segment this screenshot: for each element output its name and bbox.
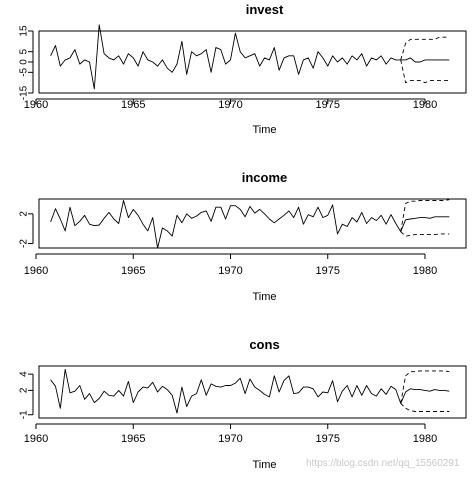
series-line bbox=[50, 368, 450, 414]
series-line bbox=[50, 24, 450, 90]
upper-bound-line bbox=[400, 370, 450, 404]
y-tick-label: -5 bbox=[19, 67, 30, 76]
x-axis-label: Time bbox=[252, 124, 276, 136]
y-tick-label: 0 bbox=[19, 59, 30, 65]
x-tick-label: 1975 bbox=[316, 265, 340, 277]
x-tick-label: 1975 bbox=[316, 433, 340, 445]
chart-title: income bbox=[242, 170, 288, 185]
y-tick-label: 2 bbox=[19, 211, 30, 217]
upper-bound-line bbox=[400, 36, 450, 61]
y-tick-label: 15 bbox=[19, 25, 30, 37]
lower-bound-line bbox=[400, 403, 450, 412]
y-tick-label: -15 bbox=[19, 85, 30, 100]
chart-title: cons bbox=[249, 337, 279, 352]
x-tick-label: 1965 bbox=[121, 433, 145, 445]
watermark: https://blog.csdn.net/qq_15560291 bbox=[306, 458, 460, 469]
plot-frame bbox=[38, 198, 467, 249]
y-tick-label: 5 bbox=[19, 48, 30, 54]
chart-title: invest bbox=[246, 2, 284, 17]
x-tick-label: 1980 bbox=[413, 99, 437, 111]
x-tick-label: 1965 bbox=[121, 265, 145, 277]
y-tick-label: -1 bbox=[19, 410, 30, 419]
series-line bbox=[50, 200, 450, 249]
plot-frame bbox=[38, 30, 467, 94]
x-axis-label: Time bbox=[252, 291, 276, 303]
lower-bound-line bbox=[400, 59, 450, 84]
x-tick-label: 1980 bbox=[413, 433, 437, 445]
x-axis-label: Time bbox=[252, 459, 276, 471]
x-tick-label: 1975 bbox=[316, 99, 340, 111]
x-tick-label: 1970 bbox=[218, 265, 242, 277]
plot-frame bbox=[38, 365, 467, 419]
x-tick-label: 1970 bbox=[218, 99, 242, 111]
x-tick-label: 1960 bbox=[24, 433, 48, 445]
x-tick-label: 1960 bbox=[24, 265, 48, 277]
y-tick-label: 2 bbox=[19, 387, 30, 393]
lower-bound-line bbox=[400, 231, 450, 237]
x-tick-label: 1970 bbox=[218, 433, 242, 445]
y-tick-label: 4 bbox=[19, 371, 30, 377]
x-tick-label: 1980 bbox=[413, 265, 437, 277]
y-tick-label: -2 bbox=[19, 239, 30, 248]
upper-bound-line bbox=[400, 199, 450, 232]
x-tick-label: 1960 bbox=[24, 99, 48, 111]
x-tick-label: 1965 bbox=[121, 99, 145, 111]
